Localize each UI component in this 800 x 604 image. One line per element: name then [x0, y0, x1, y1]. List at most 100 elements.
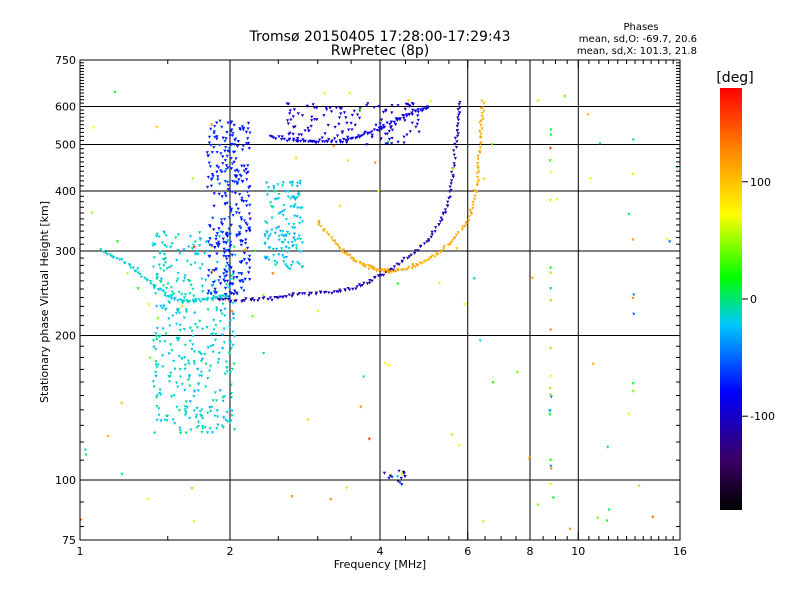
data-point	[161, 354, 165, 358]
data-point	[631, 172, 635, 176]
data-point	[231, 330, 235, 334]
data-point	[296, 138, 300, 142]
data-point	[392, 270, 396, 274]
data-point	[467, 215, 471, 218]
data-point	[310, 140, 314, 144]
data-point	[479, 135, 483, 139]
data-point	[477, 170, 481, 174]
data-point	[201, 290, 205, 294]
data-point	[452, 164, 457, 168]
data-point	[162, 269, 166, 273]
data-point	[480, 111, 484, 115]
data-point	[297, 262, 301, 266]
x-tick-label: 8	[527, 545, 534, 558]
data-point	[323, 140, 327, 144]
data-point	[383, 268, 387, 272]
data-point	[337, 245, 341, 249]
data-point	[551, 496, 555, 500]
data-point	[416, 118, 420, 122]
data-point	[184, 410, 188, 414]
data-point	[631, 238, 635, 242]
data-point	[209, 364, 213, 368]
data-point	[235, 174, 239, 178]
data-point	[420, 261, 424, 265]
data-point	[282, 204, 286, 207]
data-point	[229, 383, 233, 387]
data-point	[287, 293, 291, 297]
data-point	[442, 247, 446, 251]
data-point	[156, 363, 160, 367]
data-point	[265, 221, 269, 225]
data-point	[245, 223, 249, 227]
data-point	[530, 276, 534, 280]
data-point	[199, 359, 203, 363]
data-point	[213, 287, 217, 291]
data-point	[175, 405, 179, 409]
data-point	[300, 292, 305, 296]
data-point	[161, 327, 165, 331]
data-point	[170, 349, 174, 352]
data-point	[233, 289, 237, 293]
data-point	[598, 142, 602, 146]
data-point	[221, 396, 225, 400]
data-point	[549, 171, 553, 175]
data-point	[167, 266, 171, 270]
data-point	[181, 301, 185, 305]
data-point	[183, 356, 187, 359]
data-point	[192, 409, 196, 413]
data-point	[212, 318, 216, 322]
data-point	[212, 295, 216, 299]
data-point	[409, 253, 413, 257]
data-point	[397, 263, 401, 267]
data-point	[220, 333, 225, 337]
data-point	[242, 258, 247, 261]
data-point	[225, 131, 229, 134]
data-point	[221, 162, 225, 165]
data-point	[197, 383, 201, 386]
data-point	[201, 427, 205, 431]
data-point	[218, 182, 222, 186]
data-point	[434, 226, 438, 229]
data-point	[263, 220, 268, 224]
data-point	[330, 292, 334, 295]
data-point	[227, 326, 232, 329]
data-point	[217, 351, 221, 355]
data-point	[136, 287, 140, 291]
data-point	[240, 125, 244, 129]
data-point	[232, 160, 236, 164]
data-point	[240, 199, 244, 203]
data-point	[204, 385, 208, 389]
data-point	[222, 247, 226, 251]
data-point	[163, 340, 167, 344]
data-point	[387, 476, 391, 480]
data-point	[389, 267, 393, 271]
data-point	[345, 121, 349, 125]
data-point	[237, 272, 241, 275]
data-point	[548, 159, 552, 163]
data-point	[167, 352, 171, 356]
data-point	[185, 406, 189, 409]
data-point	[99, 248, 103, 252]
data-point	[283, 263, 288, 267]
data-point	[154, 371, 158, 374]
data-point	[153, 431, 157, 435]
data-point	[229, 122, 233, 125]
data-point	[400, 472, 404, 476]
data-point	[248, 217, 252, 221]
data-point	[161, 284, 166, 288]
data-point	[230, 190, 234, 194]
y-axis-ticks: 75 100 200 300 400 500 600 750	[55, 54, 680, 547]
data-point	[350, 128, 354, 132]
data-point	[234, 299, 238, 303]
data-point	[277, 238, 281, 242]
data-point	[284, 218, 288, 221]
chart-subtitle: RwPretec (8p)	[331, 43, 429, 59]
data-point	[315, 106, 319, 110]
data-point	[223, 286, 228, 290]
data-point	[361, 133, 365, 137]
data-point	[212, 228, 216, 232]
data-point	[433, 255, 437, 259]
data-point	[401, 268, 405, 272]
data-point	[208, 427, 212, 430]
data-point	[248, 254, 252, 258]
